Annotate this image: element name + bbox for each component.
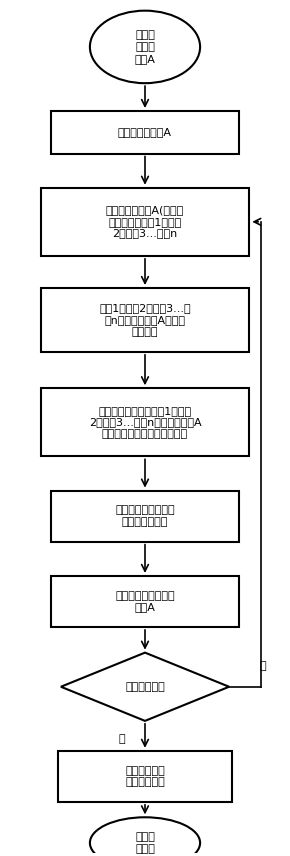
- Polygon shape: [61, 652, 229, 721]
- Text: 生成更新后的协同盘
点单A: 生成更新后的协同盘 点单A: [115, 591, 175, 612]
- Text: 数据处理中心进行单
据的合并、去重: 数据处理中心进行单 据的合并、去重: [115, 505, 175, 527]
- Bar: [41, 288, 249, 352]
- Text: 一定作业时间后，终端1、终端
2、终端3...终端n将协同盘点单A
作业明细上传至数据处理中心: 一定作业时间后，终端1、终端 2、终端3...终端n将协同盘点单A 作业明细上传…: [89, 406, 201, 439]
- Bar: [58, 751, 232, 802]
- Text: 协同盘
点结束: 协同盘 点结束: [135, 832, 155, 853]
- Bar: [41, 187, 249, 256]
- Text: 盘点是否完成: 盘点是否完成: [125, 681, 165, 692]
- Text: 是: 是: [119, 734, 125, 744]
- Bar: [51, 576, 239, 627]
- Text: 否: 否: [260, 662, 266, 671]
- Text: 下发协同盘点单A(最新版
本）至作业终端1、终端
2、终端3...终端n: 下发协同盘点单A(最新版 本）至作业终端1、终端 2、终端3...终端n: [106, 205, 184, 239]
- Bar: [51, 490, 239, 542]
- Bar: [51, 111, 239, 153]
- Text: 创建协同盘点单A: 创建协同盘点单A: [118, 128, 172, 137]
- Text: 终端1、终端2、终端3...终
端n收到协同盘点A后开始
盘点作业: 终端1、终端2、终端3...终 端n收到协同盘点A后开始 盘点作业: [99, 303, 191, 336]
- Ellipse shape: [90, 817, 200, 856]
- Bar: [41, 388, 249, 456]
- Text: 下发盘点完成
信号至各终端: 下发盘点完成 信号至各终端: [125, 765, 165, 788]
- Ellipse shape: [90, 10, 200, 83]
- Text: 数据中
心收到
请求A: 数据中 心收到 请求A: [135, 30, 155, 63]
